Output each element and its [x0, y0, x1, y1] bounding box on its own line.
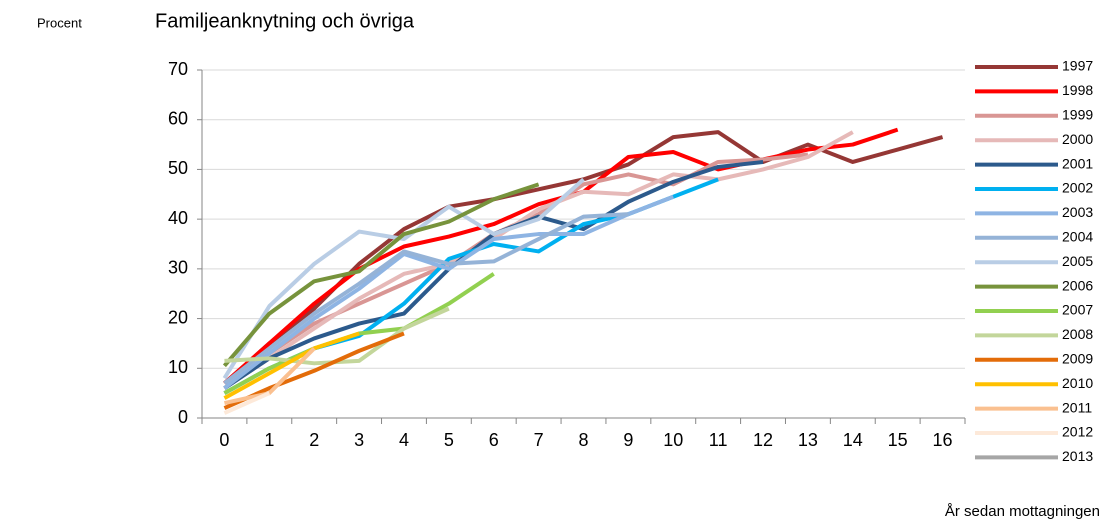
legend-label: 2006 [1062, 277, 1093, 293]
x-tick-label: 1 [264, 430, 274, 450]
legend-label: 2001 [1062, 155, 1093, 171]
y-tick-label: 50 [168, 158, 188, 178]
x-tick-label: 4 [399, 430, 409, 450]
legend-label: 2003 [1062, 204, 1093, 220]
x-tick-label: 16 [933, 430, 953, 450]
legend-label: 1998 [1062, 82, 1093, 98]
legend-label: 2000 [1062, 131, 1093, 147]
y-tick-label: 30 [168, 258, 188, 278]
legend-label: 2005 [1062, 253, 1093, 269]
y-tick-label: 0 [178, 407, 188, 427]
x-tick-label: 9 [623, 430, 633, 450]
legend-label: 2012 [1062, 424, 1093, 440]
y-tick-label: 20 [168, 307, 188, 327]
series-line [223, 331, 360, 400]
legend-label: 1999 [1062, 107, 1093, 123]
legend-label: 2011 [1062, 399, 1092, 415]
x-tick-label: 5 [444, 430, 454, 450]
legend-label: 2008 [1062, 326, 1093, 342]
y-tick-label: 70 [168, 59, 188, 79]
legend-label: 2002 [1062, 180, 1093, 196]
legend-label: 2004 [1062, 229, 1093, 245]
series-line [222, 177, 585, 380]
y-tick-label: 10 [168, 357, 188, 377]
x-tick-label: 3 [354, 430, 364, 450]
x-tick-label: 13 [798, 430, 818, 450]
y-tick-label: 60 [168, 108, 188, 128]
y-axis-label: Procent [37, 15, 82, 30]
x-tick-label: 15 [888, 430, 908, 450]
legend-label: 2009 [1062, 351, 1093, 367]
series-line [223, 130, 854, 390]
x-tick-label: 7 [534, 430, 544, 450]
legend-label: 2007 [1062, 302, 1093, 318]
x-tick-label: 12 [753, 430, 773, 450]
y-tick-label: 40 [168, 208, 188, 228]
legend-label: 2013 [1062, 448, 1093, 464]
chart-title: Familjeanknytning och övriga [155, 10, 415, 32]
series-line [222, 182, 540, 368]
series-line [223, 194, 674, 390]
series-line [223, 212, 629, 385]
series-line [223, 391, 271, 415]
x-tick-label: 11 [709, 430, 728, 450]
x-axis-label: År sedan mottagningen [945, 503, 1100, 520]
x-tick-label: 14 [843, 430, 863, 450]
x-tick-label: 0 [219, 430, 229, 450]
x-tick-label: 2 [309, 430, 319, 450]
x-tick-label: 8 [578, 430, 588, 450]
series-line [224, 346, 316, 406]
x-tick-label: 10 [663, 430, 683, 450]
legend-label: 1997 [1062, 58, 1093, 74]
x-tick-label: 6 [489, 430, 499, 450]
legend-label: 2010 [1062, 375, 1093, 391]
